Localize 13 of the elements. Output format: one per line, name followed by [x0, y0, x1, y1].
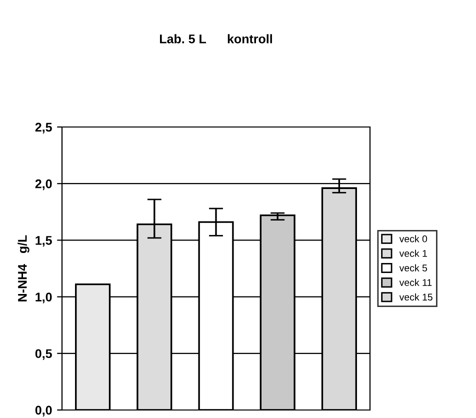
legend-label: veck 1	[399, 250, 427, 257]
chart-title: Lab. 5 L kontroll	[160, 34, 272, 44]
legend-label: veck 5	[399, 264, 428, 272]
legend-label: veck 15	[399, 293, 432, 301]
y-axis-title: N-NH4 g/L	[18, 235, 30, 302]
y-tick-label: 0,5	[35, 349, 52, 360]
legend-label: veck 11	[399, 278, 432, 286]
legend-label: veck 0	[399, 235, 428, 242]
y-tick-label: 1,0	[36, 292, 52, 304]
y-tick-label: 1,5	[36, 236, 52, 247]
y-tick-label: 2,5	[35, 122, 52, 134]
y-tick-label: 2,0	[35, 179, 52, 190]
y-tick-label: 0,0	[35, 406, 52, 416]
